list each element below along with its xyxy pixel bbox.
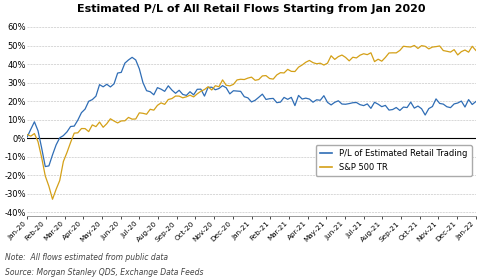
Legend: P/L of Estimated Retail Trading, S&P 500 TR: P/L of Estimated Retail Trading, S&P 500… (316, 145, 472, 176)
Text: Source: Morgan Stanley QDS, Exchange Data Feeds: Source: Morgan Stanley QDS, Exchange Dat… (5, 268, 204, 277)
Text: Note:  All flows estimated from public data: Note: All flows estimated from public da… (5, 253, 168, 262)
Title: Estimated P/L of All Retail Flows Starting from Jan 2020: Estimated P/L of All Retail Flows Starti… (77, 4, 426, 14)
